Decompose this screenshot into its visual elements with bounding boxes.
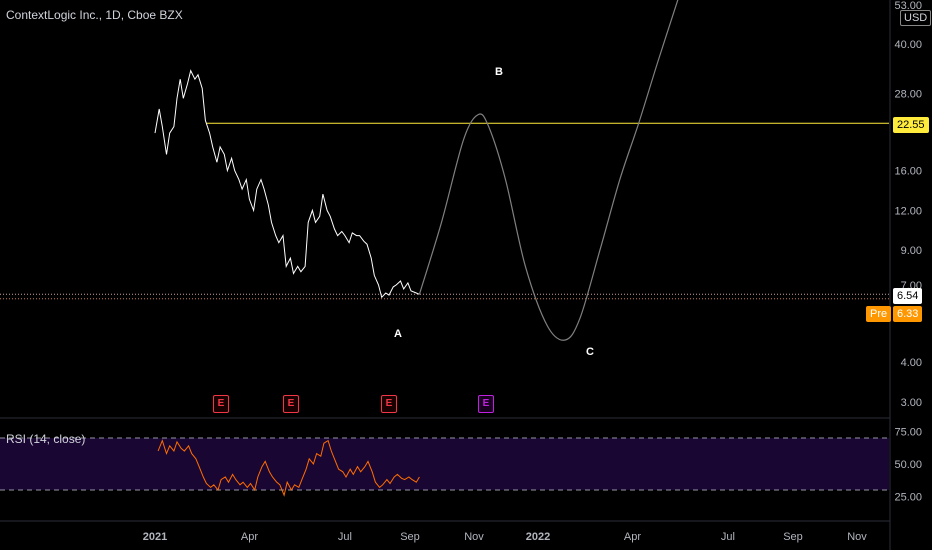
time-tick-label: Sep <box>400 531 420 543</box>
abc-projection-curve <box>418 0 679 341</box>
price-tick-label: 28.00 <box>894 88 922 100</box>
price-series-line <box>154 69 420 299</box>
earnings-marker-1[interactable]: E <box>213 395 229 413</box>
wave-label-a: A <box>394 328 402 340</box>
rsi-series-line <box>157 439 420 497</box>
premarket-label: Pre <box>866 306 892 322</box>
earnings-marker-2[interactable]: E <box>283 395 299 413</box>
price-tick-label: 3.00 <box>901 397 922 409</box>
time-axis-ticks: 2021 Apr Jul Sep Nov 2022 Apr Jul Sep Nov <box>143 531 868 543</box>
rsi-band <box>0 438 889 490</box>
price-tick-label: 12.00 <box>894 205 922 217</box>
time-tick-label: Jul <box>338 531 352 543</box>
earnings-marker-4[interactable]: E <box>478 395 494 413</box>
price-tick-label: 53.00 <box>894 0 922 12</box>
wave-label-c: C <box>586 346 594 358</box>
time-tick-label: Nov <box>464 531 484 543</box>
price-tick-label: 4.00 <box>901 357 922 369</box>
price-axis-ticks: 53.0040.0028.0016.0012.009.007.004.003.0… <box>894 0 922 409</box>
level-price-tag: 22.55 <box>893 117 929 133</box>
rsi-tick-label: 50.00 <box>894 459 922 471</box>
rsi-title: RSI (14, close) <box>6 432 86 446</box>
time-tick-label: Nov <box>847 531 867 543</box>
last-price-tag: 6.54 <box>893 288 923 304</box>
time-tick-label: 2022 <box>526 531 550 543</box>
time-tick-label: Sep <box>783 531 803 543</box>
rsi-axis-ticks: 75.00 50.00 25.00 <box>894 427 922 504</box>
time-tick-label: 2021 <box>143 531 167 543</box>
rsi-tick-label: 75.00 <box>894 427 922 439</box>
price-tick-label: 9.00 <box>901 245 922 257</box>
price-tick-label: 16.00 <box>894 166 922 178</box>
earnings-marker-3[interactable]: E <box>381 395 397 413</box>
time-tick-label: Apr <box>241 531 258 543</box>
time-tick-label: Jul <box>721 531 735 543</box>
premarket-price-tag: 6.33 <box>893 306 923 322</box>
rsi-tick-label: 25.00 <box>894 492 922 504</box>
currency-badge[interactable]: USD <box>900 10 932 26</box>
chart-title: ContextLogic Inc., 1D, Cboe BZX <box>6 8 183 22</box>
price-tick-label: 40.00 <box>894 39 922 51</box>
wave-label-b: B <box>495 66 503 78</box>
time-tick-label: Apr <box>624 531 641 543</box>
